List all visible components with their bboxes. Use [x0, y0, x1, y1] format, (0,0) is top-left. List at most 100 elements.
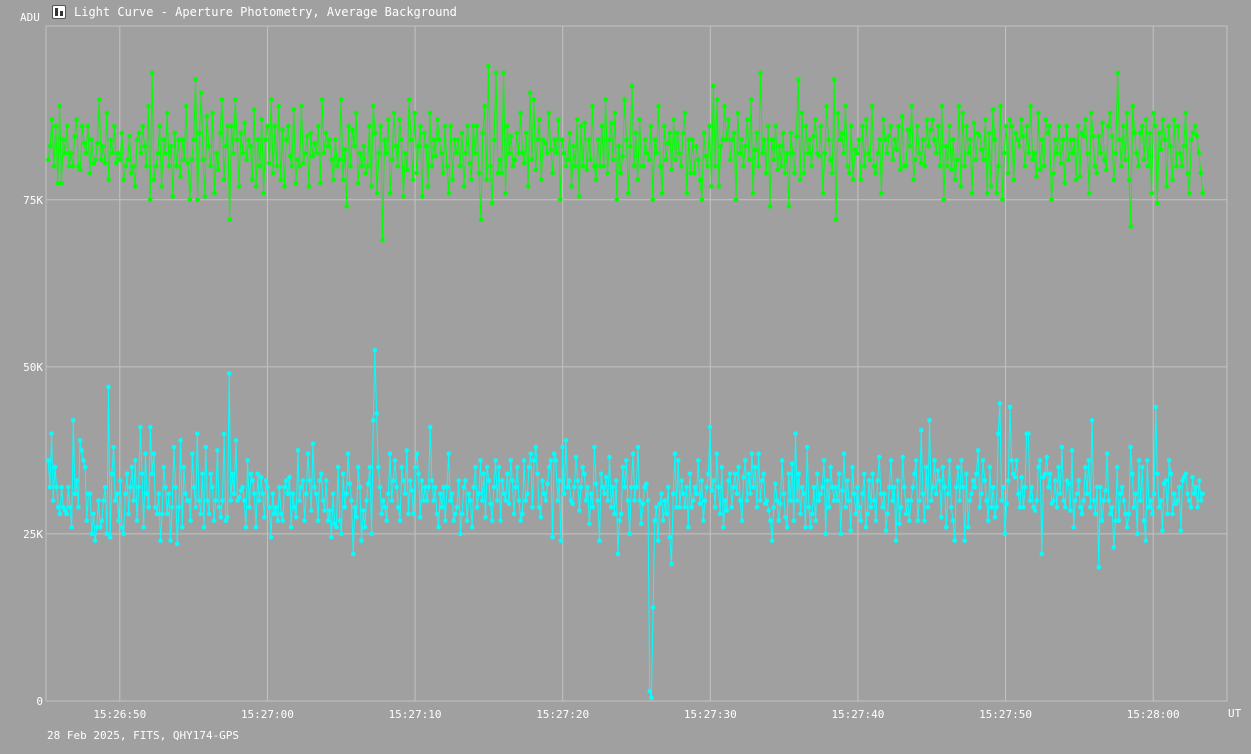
data-point	[376, 464, 381, 470]
data-point	[87, 491, 93, 497]
data-point	[506, 150, 512, 156]
data-point	[1092, 164, 1098, 169]
data-point	[210, 110, 215, 116]
data-point	[1015, 137, 1020, 142]
data-point	[1190, 130, 1196, 136]
data-point	[756, 451, 761, 457]
data-point	[923, 464, 929, 470]
data-point	[675, 130, 680, 136]
data-point	[96, 97, 102, 102]
data-point	[635, 177, 640, 182]
data-point	[349, 498, 354, 503]
data-point	[745, 117, 750, 122]
data-point	[748, 491, 753, 497]
data-point	[1175, 498, 1180, 503]
data-point	[72, 134, 77, 139]
data-point	[1133, 491, 1138, 497]
data-point	[741, 474, 746, 480]
data-point	[531, 97, 537, 102]
data-point	[208, 471, 213, 477]
data-point	[291, 107, 297, 112]
data-point	[811, 134, 816, 139]
data-point	[592, 444, 597, 450]
data-point	[793, 431, 798, 437]
data-point	[1176, 484, 1182, 490]
data-point	[275, 518, 281, 523]
data-point	[148, 424, 153, 430]
data-point	[942, 484, 947, 490]
data-point	[1027, 498, 1033, 503]
data-point	[1085, 150, 1090, 156]
data-point	[634, 484, 639, 490]
data-point	[56, 504, 61, 510]
data-point	[712, 504, 718, 510]
data-point	[262, 514, 267, 520]
data-point	[742, 458, 748, 463]
data-point	[438, 150, 444, 156]
data-point	[588, 491, 594, 497]
data-point	[363, 170, 368, 176]
data-point	[883, 528, 889, 533]
data-point	[915, 518, 921, 523]
data-point	[1189, 137, 1194, 142]
data-point	[513, 484, 518, 490]
data-point	[899, 113, 905, 119]
data-point	[133, 458, 138, 463]
data-point	[463, 150, 469, 156]
data-point	[151, 451, 157, 457]
data-point	[719, 464, 725, 470]
data-point	[1016, 491, 1021, 497]
data-point	[1019, 117, 1024, 122]
data-point	[761, 471, 766, 477]
data-point	[773, 481, 778, 487]
data-point	[765, 123, 771, 129]
data-point	[495, 498, 500, 503]
data-point	[130, 164, 136, 169]
data-point	[724, 137, 729, 142]
data-point	[518, 518, 523, 523]
data-point	[289, 164, 295, 169]
chart-app-icon[interactable]	[52, 5, 66, 19]
data-point	[367, 464, 373, 470]
data-point	[847, 170, 852, 176]
data-point	[964, 123, 969, 129]
data-point	[1088, 110, 1094, 116]
data-point	[69, 524, 74, 530]
data-point	[590, 103, 595, 109]
data-point	[59, 180, 64, 186]
data-point	[404, 167, 410, 172]
data-point	[110, 150, 115, 156]
data-point	[79, 123, 85, 129]
data-point	[1166, 458, 1172, 463]
data-point	[433, 484, 438, 490]
data-point	[776, 518, 781, 523]
data-point	[557, 197, 563, 203]
data-point	[1166, 123, 1171, 129]
data-point	[397, 518, 403, 523]
data-point	[72, 491, 78, 497]
data-point	[359, 164, 365, 169]
data-point	[945, 491, 951, 497]
data-point	[1007, 404, 1013, 410]
data-point	[618, 170, 623, 176]
data-point	[533, 167, 538, 172]
data-point	[1070, 150, 1075, 156]
data-point	[387, 190, 393, 196]
data-point	[788, 130, 794, 136]
data-point	[310, 154, 316, 159]
data-point	[1180, 478, 1185, 483]
data-point	[665, 140, 671, 146]
data-point	[153, 504, 158, 510]
data-point	[820, 190, 826, 196]
data-point	[620, 464, 626, 470]
data-point	[161, 464, 167, 470]
data-point	[197, 130, 202, 136]
data-point	[282, 184, 287, 189]
data-point	[180, 524, 185, 530]
data-point	[520, 150, 525, 156]
data-point	[967, 137, 973, 142]
data-point	[861, 471, 867, 477]
data-point	[731, 130, 737, 136]
data-point	[427, 424, 433, 430]
